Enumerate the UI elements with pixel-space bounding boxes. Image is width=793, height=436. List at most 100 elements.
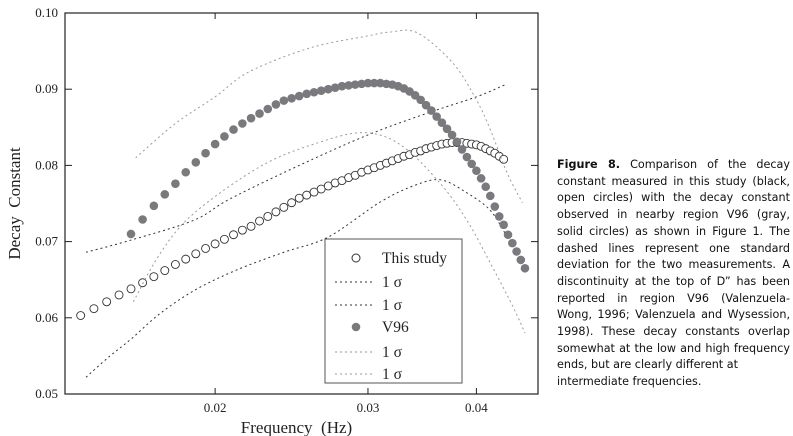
- data-point-solid: [229, 125, 238, 134]
- data-point-solid: [138, 215, 147, 224]
- data-point-solid: [316, 86, 326, 96]
- data-point-solid: [503, 230, 513, 240]
- sigma-line: [132, 132, 526, 334]
- data-point-open: [102, 297, 112, 307]
- data-point-open: [126, 284, 136, 294]
- data-point-solid: [171, 179, 180, 188]
- data-point-solid: [457, 145, 467, 154]
- data-point-solid: [191, 158, 201, 167]
- open-circle-icon: [351, 253, 361, 263]
- y-axis-label: Decay Constant: [5, 147, 24, 260]
- data-point-open: [255, 216, 264, 226]
- data-point-open: [170, 260, 180, 269]
- data-point-solid: [481, 182, 491, 192]
- legend-item: 1 σ: [335, 297, 403, 314]
- data-point-solid: [437, 118, 447, 128]
- data-point-open: [201, 244, 211, 253]
- sigma-line: [85, 179, 508, 378]
- data-point-open: [160, 266, 170, 276]
- data-point-solid: [490, 202, 500, 211]
- data-point-solid: [485, 191, 495, 201]
- legend: This study 1 σ 1 σ V96 1 σ 1 σ: [324, 238, 463, 384]
- data-point-solid: [363, 78, 373, 88]
- data-point-solid: [421, 100, 431, 110]
- y-tick-label: 0.09: [35, 81, 58, 96]
- data-point-solid: [126, 229, 136, 239]
- solid-circle-icon: [351, 322, 361, 332]
- data-point-solid: [452, 137, 462, 147]
- data-point-open: [302, 190, 312, 200]
- caption-body: Comparison of the decay constant measure…: [557, 158, 791, 372]
- data-point-open: [89, 304, 99, 314]
- legend-label: 1 σ: [382, 344, 403, 361]
- x-tick-label: 0.02: [204, 400, 227, 415]
- data-point-solid: [512, 247, 521, 256]
- data-point-open: [287, 198, 297, 208]
- data-point-solid: [442, 124, 452, 134]
- series-2: [85, 179, 508, 378]
- caption-label: Figure 8.: [557, 158, 620, 171]
- data-point-solid: [472, 166, 481, 176]
- data-point-solid: [344, 81, 353, 90]
- legend-box: [324, 238, 463, 384]
- data-point-solid: [516, 255, 526, 265]
- data-point-solid: [287, 94, 296, 103]
- data-point-solid: [499, 220, 508, 230]
- figure-caption: Figure 8. Comparison of the decay consta…: [557, 157, 790, 391]
- x-tick-label: 0.03: [357, 400, 380, 415]
- data-point-open: [149, 272, 159, 282]
- data-point-solid: [263, 104, 273, 114]
- data-point-solid: [210, 139, 220, 149]
- data-point-solid: [309, 87, 319, 97]
- legend-item: V96: [351, 319, 409, 336]
- data-point-solid: [427, 106, 436, 115]
- data-point-open: [294, 193, 304, 203]
- legend-item: This study: [351, 250, 447, 267]
- data-point-solid: [416, 95, 425, 105]
- x-tick-label: 0.04: [465, 400, 488, 415]
- data-point-solid: [508, 238, 517, 248]
- plot-frame: [64, 12, 539, 395]
- sigma-line: [85, 84, 506, 253]
- legend-label: 1 σ: [382, 366, 403, 383]
- data-point-solid: [201, 148, 210, 158]
- series-4: [135, 29, 523, 203]
- data-point-open: [499, 154, 509, 164]
- legend-label: 1 σ: [382, 297, 403, 314]
- data-point-open: [210, 239, 220, 249]
- data-point-solid: [294, 91, 304, 101]
- data-point-open: [114, 290, 124, 300]
- data-point-solid: [350, 80, 360, 89]
- data-point-open: [138, 278, 148, 288]
- data-point-solid: [302, 89, 312, 99]
- data-point-solid: [330, 83, 340, 92]
- data-point-solid: [279, 96, 289, 105]
- y-tick-label: 0.10: [35, 5, 58, 20]
- data-point-open: [76, 311, 86, 320]
- data-point-solid: [238, 119, 247, 128]
- data-point-open: [191, 249, 201, 259]
- series-3: [126, 78, 530, 273]
- series-5: [132, 132, 526, 334]
- data-point-open: [263, 212, 273, 221]
- data-point-solid: [462, 152, 472, 162]
- series-0: [76, 138, 509, 320]
- legend-item: 1 σ: [335, 274, 403, 291]
- caption-last-line: intermediate frequencies.: [557, 375, 702, 389]
- data-point-solid: [357, 79, 366, 89]
- y-tick-label: 0.06: [35, 310, 58, 325]
- y-tick-label: 0.08: [35, 157, 58, 172]
- data-point-solid: [220, 132, 229, 141]
- data-point-solid: [160, 190, 170, 199]
- data-point-solid: [337, 81, 347, 91]
- data-point-solid: [181, 167, 191, 177]
- legend-item: 1 σ: [335, 366, 403, 383]
- data-point-open: [229, 230, 238, 240]
- data-point-open: [219, 234, 229, 244]
- data-point-open: [237, 225, 247, 235]
- x-axis-label: Frequency (Hz): [241, 418, 352, 436]
- legend-label: 1 σ: [382, 274, 403, 291]
- data-point-open: [271, 207, 281, 217]
- data-point-open: [279, 202, 289, 212]
